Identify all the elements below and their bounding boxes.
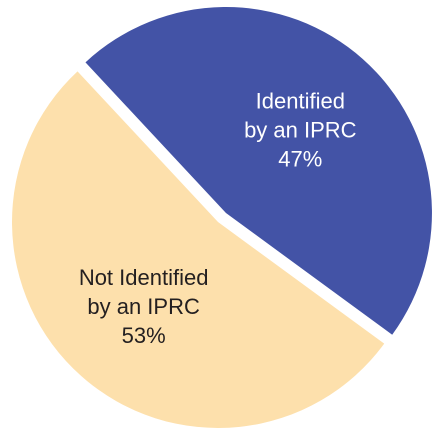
pie-slice-label-1: Identified by an IPRC 47%: [244, 88, 357, 171]
pie-slice-label-line: by an IPRC: [244, 117, 357, 142]
pie-slice-1: [85, 7, 432, 335]
pie-slice-label-line: 53%: [122, 323, 166, 348]
pie-slice-2: [12, 71, 385, 428]
pie-labels: Identified by an IPRC 47% Not Identified by …: [79, 88, 357, 347]
pie-slice-label-line: by an IPRC: [87, 294, 200, 319]
pie-slice-label-line: Not Identified: [79, 265, 209, 290]
pie-slice-label-line: 47%: [278, 146, 322, 171]
pie-slice-label-2: Not Identified by an IPRC 53%: [79, 265, 209, 348]
pie-slice-label-line: Identified: [256, 88, 345, 113]
pie-slices: [12, 7, 432, 428]
